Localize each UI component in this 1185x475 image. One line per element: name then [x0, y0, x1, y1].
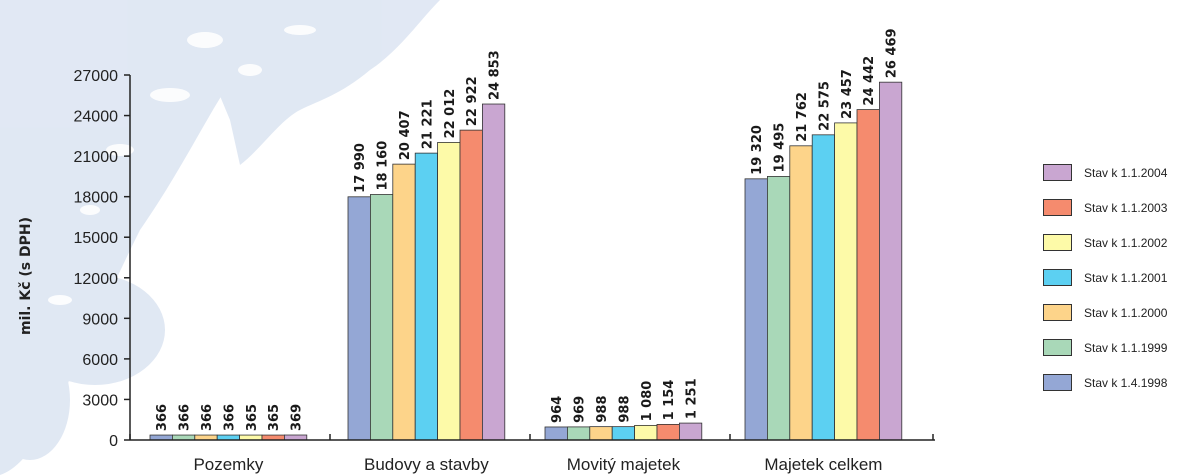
data-label: 22 575: [817, 81, 832, 131]
legend-item: Stav k 1.1.2002: [1043, 225, 1183, 260]
bar: [879, 81, 903, 441]
data-label: 365: [267, 404, 282, 431]
bar: [634, 424, 658, 441]
legend-swatch: [1043, 199, 1072, 216]
data-label: 365: [245, 404, 260, 431]
bar: [544, 426, 568, 441]
y-axis-label: mil. Kč (s DPH): [18, 216, 34, 335]
y-tick-label: 24000: [74, 109, 119, 126]
data-label: 24 442: [862, 56, 877, 106]
legend-swatch: [1043, 304, 1072, 321]
data-label: 20 407: [398, 110, 413, 160]
legend-swatch: [1043, 164, 1072, 181]
bar: [481, 103, 506, 441]
data-label: 18 160: [376, 141, 391, 191]
y-axis: 0 3000 6000 9000 12000 15000 18000 21000 24000 27…: [74, 68, 131, 450]
data-label: 1 251: [685, 378, 700, 419]
bar: [789, 145, 813, 441]
y-tick-label: 18000: [74, 190, 119, 207]
legend-swatch: [1043, 234, 1072, 251]
bar: [414, 152, 439, 441]
bar: [611, 426, 636, 441]
legend-item: Stav k 1.1.2000: [1043, 295, 1183, 330]
y-tick-label: 12000: [74, 271, 119, 288]
y-tick-label: 3000: [82, 392, 118, 409]
data-label: 964: [550, 396, 565, 423]
legend: Stav k 1.1.2004 Stav k 1.1.2003 Stav k 1.1…: [1043, 155, 1183, 400]
data-label: 366: [155, 404, 170, 431]
data-label: 17 990: [353, 143, 368, 193]
data-label: 23 457: [840, 69, 855, 119]
bar: [437, 142, 461, 441]
y-tick-label: 21000: [74, 149, 119, 166]
x-category-label: Budovy a stavby: [364, 455, 489, 474]
legend-item: Stav k 1.1.2003: [1043, 190, 1183, 225]
y-tick-label: 27000: [74, 68, 119, 85]
bar: [856, 109, 880, 441]
legend-swatch: [1043, 339, 1072, 356]
legend-label: Stav k 1.1.2001: [1084, 270, 1168, 285]
bar: [767, 176, 791, 441]
bar: [589, 426, 613, 441]
data-label: 1 080: [640, 381, 655, 422]
bar: [347, 196, 371, 441]
x-category-label: Pozemky: [193, 455, 263, 474]
data-label: 22 922: [465, 76, 480, 126]
legend-swatch: [1043, 269, 1072, 286]
data-label: 26 469: [885, 28, 900, 78]
x-category-label: Movitý majetek: [567, 455, 681, 474]
legend-item: Stav k 1.1.1999: [1043, 330, 1183, 365]
legend-item: Stav k 1.1.2004: [1043, 155, 1183, 190]
y-tick-label: 9000: [82, 311, 118, 328]
data-label: 1 154: [662, 380, 677, 421]
y-tick-label: 6000: [82, 352, 118, 369]
bar: [834, 122, 858, 441]
data-label: 366: [178, 404, 193, 431]
legend-label: Stav k 1.1.2002: [1084, 235, 1168, 250]
legend-label: Stav k 1.1.2003: [1084, 200, 1168, 215]
bar: [811, 134, 836, 441]
bar: [744, 178, 768, 441]
bar: [392, 163, 416, 441]
legend-item: Stav k 1.4.1998: [1043, 365, 1183, 400]
y-tick-label: 0: [109, 433, 118, 450]
legend-label: Stav k 1.4.1998: [1084, 375, 1168, 390]
bars: 366 17 990 964 19 320 366 18 160 969 19 495 366 2…: [149, 28, 903, 441]
data-label: 369: [290, 404, 305, 431]
bar: [679, 422, 703, 441]
y-tick-label: 15000: [74, 230, 119, 247]
legend-swatch: [1043, 374, 1072, 391]
data-label: 22 012: [443, 89, 458, 139]
data-label: 366: [200, 404, 215, 431]
x-axis: Pozemky Budovy a stavby Movitý majetek Maje…: [129, 434, 935, 474]
data-label: 21 762: [795, 92, 810, 142]
bar: [656, 423, 680, 441]
data-label: 988: [595, 396, 610, 423]
bar: [567, 426, 591, 441]
data-label: 21 221: [420, 99, 435, 149]
legend-item: Stav k 1.1.2001: [1043, 260, 1183, 295]
bar: [369, 194, 394, 441]
bar: [459, 129, 483, 441]
legend-label: Stav k 1.1.1999: [1084, 340, 1168, 355]
data-label: 366: [222, 404, 237, 431]
legend-label: Stav k 1.1.2004: [1084, 165, 1168, 180]
data-label: 19 320: [750, 125, 765, 175]
data-label: 24 853: [488, 50, 503, 100]
legend-label: Stav k 1.1.2000: [1084, 305, 1168, 320]
data-label: 969: [573, 396, 588, 423]
x-category-label: Majetek celkem: [764, 455, 882, 474]
data-label: 988: [617, 396, 632, 423]
data-label: 19 495: [773, 123, 788, 173]
